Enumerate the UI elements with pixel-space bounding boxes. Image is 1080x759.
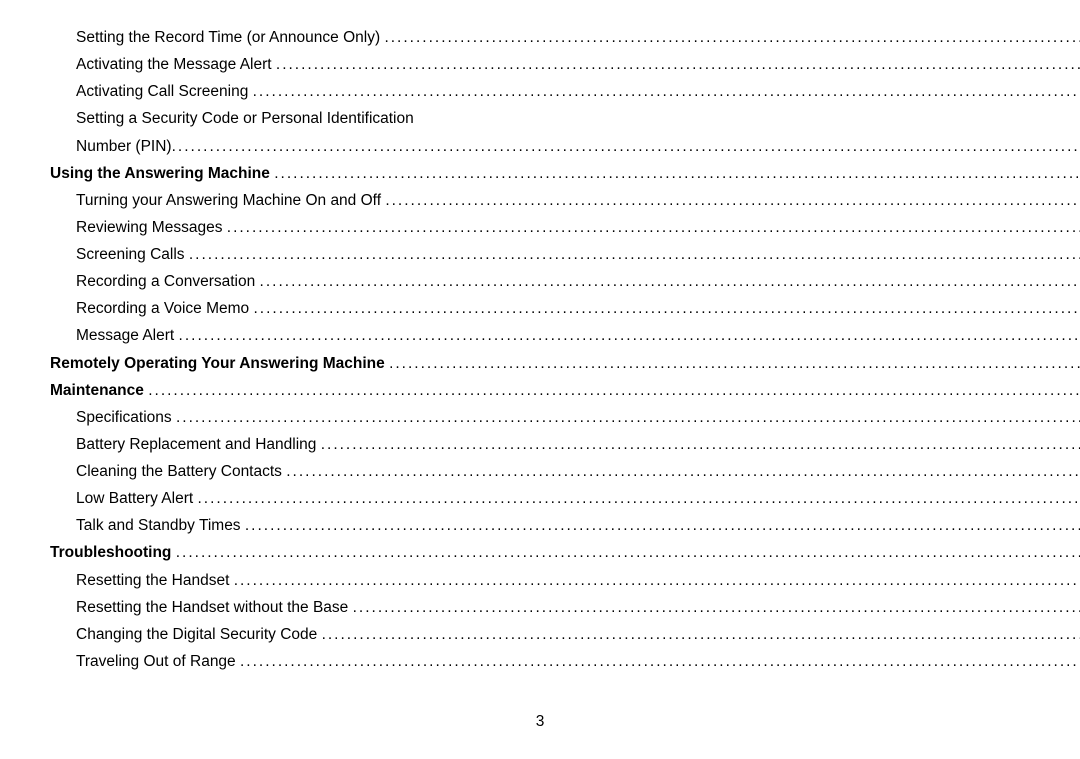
- toc-label: Using the Answering Machine: [50, 160, 274, 187]
- toc-label: Troubleshooting: [50, 539, 176, 566]
- toc-label: Recording a Conversation: [76, 268, 260, 295]
- toc-leader: ........................................…: [240, 648, 1080, 675]
- toc-entry: Activating Call Screening ..............…: [50, 78, 1080, 105]
- toc-entry: Traveling Out of Range .................…: [50, 648, 1080, 675]
- toc-leader: ........................................…: [176, 404, 1080, 431]
- toc-entry: Talk and Standby Times .................…: [50, 512, 1080, 539]
- toc-label: Traveling Out of Range: [76, 648, 240, 675]
- toc-label: Talk and Standby Times: [76, 512, 245, 539]
- toc-label: Cleaning the Battery Contacts: [76, 458, 286, 485]
- toc-entry: Resetting the Handset without the Base .…: [50, 594, 1080, 621]
- toc-leader: ........................................…: [385, 187, 1080, 214]
- toc-leader: ........................................…: [172, 133, 1080, 160]
- toc-leader: ........................................…: [321, 431, 1080, 458]
- toc-leader: ........................................…: [322, 621, 1080, 648]
- toc-entry: Reviewing Messages .....................…: [50, 214, 1080, 241]
- toc-leader: ........................................…: [389, 350, 1080, 377]
- toc-label: Activating the Message Alert: [76, 51, 276, 78]
- toc-label: Low Battery Alert: [76, 485, 197, 512]
- toc-entry: Troubleshooting ........................…: [50, 539, 1080, 566]
- toc-leader: ........................................…: [148, 377, 1080, 404]
- toc-leader: ........................................…: [260, 268, 1080, 295]
- toc-entry: Battery Replacement and Handling .......…: [50, 431, 1080, 458]
- toc-leader: ........................................…: [189, 241, 1080, 268]
- toc-label: Resetting the Handset: [76, 567, 234, 594]
- toc-label: Remotely Operating Your Answering Machin…: [50, 350, 389, 377]
- toc-leader: ........................................…: [176, 539, 1080, 566]
- toc-label: Number (PIN): [76, 133, 172, 160]
- toc-entry: Setting the Record Time (or Announce Onl…: [50, 24, 1080, 51]
- toc-leader: ........................................…: [384, 24, 1080, 51]
- toc-entry: Low Battery Alert ......................…: [50, 485, 1080, 512]
- toc-entry: Cleaning the Battery Contacts ..........…: [50, 458, 1080, 485]
- toc-entry-line: Setting a Security Code or Personal Iden…: [50, 105, 1080, 132]
- toc-label: Maintenance: [50, 377, 148, 404]
- toc-label: Turning your Answering Machine On and Of…: [76, 187, 385, 214]
- toc-entry: Recording a Conversation ...............…: [50, 268, 1080, 295]
- toc-leader: ........................................…: [253, 295, 1080, 322]
- toc-label: Activating Call Screening: [76, 78, 253, 105]
- toc-label: Specifications: [76, 404, 176, 431]
- toc-entry: Recording a Voice Memo .................…: [50, 295, 1080, 322]
- toc-leader: ........................................…: [276, 51, 1080, 78]
- toc-entry: Specifications .........................…: [50, 404, 1080, 431]
- toc-label: Setting the Record Time (or Announce Onl…: [76, 24, 384, 51]
- toc-label: Reviewing Messages: [76, 214, 227, 241]
- toc-entry: Turning your Answering Machine On and Of…: [50, 187, 1080, 214]
- toc-entry: Remotely Operating Your Answering Machin…: [50, 350, 1080, 377]
- toc-leader: ........................................…: [353, 594, 1080, 621]
- toc-leader: ........................................…: [274, 160, 1080, 187]
- toc-label: Changing the Digital Security Code: [76, 621, 322, 648]
- toc-label: Recording a Voice Memo: [76, 295, 253, 322]
- toc-entry: Screening Calls ........................…: [50, 241, 1080, 268]
- toc-leader: ........................................…: [245, 512, 1080, 539]
- toc-entry: Using the Answering Machine ............…: [50, 160, 1080, 187]
- toc-leader: ........................................…: [197, 485, 1080, 512]
- toc-label: Screening Calls: [76, 241, 189, 268]
- toc-entry: Activating the Message Alert ...........…: [50, 51, 1080, 78]
- toc-entry: Changing the Digital Security Code .....…: [50, 621, 1080, 648]
- toc-entry: Resetting the Handset ..................…: [50, 567, 1080, 594]
- toc-leader: ........................................…: [253, 78, 1080, 105]
- toc-entry: Message Alert ..........................…: [50, 322, 1080, 349]
- toc-leader: ........................................…: [286, 458, 1080, 485]
- toc-entry: Number (PIN)............................…: [50, 133, 1080, 160]
- toc-label: Battery Replacement and Handling: [76, 431, 321, 458]
- toc-left-column: Setting the Record Time (or Announce Onl…: [50, 24, 1080, 675]
- toc-leader: ........................................…: [179, 322, 1080, 349]
- toc-label: Resetting the Handset without the Base: [76, 594, 353, 621]
- toc-entry: Maintenance ............................…: [50, 377, 1080, 404]
- toc-label: Message Alert: [76, 322, 179, 349]
- toc-leader: ........................................…: [227, 214, 1080, 241]
- toc-columns: Setting the Record Time (or Announce Onl…: [50, 24, 1030, 675]
- toc-leader: ........................................…: [234, 567, 1080, 594]
- page-number: 3: [0, 713, 1080, 731]
